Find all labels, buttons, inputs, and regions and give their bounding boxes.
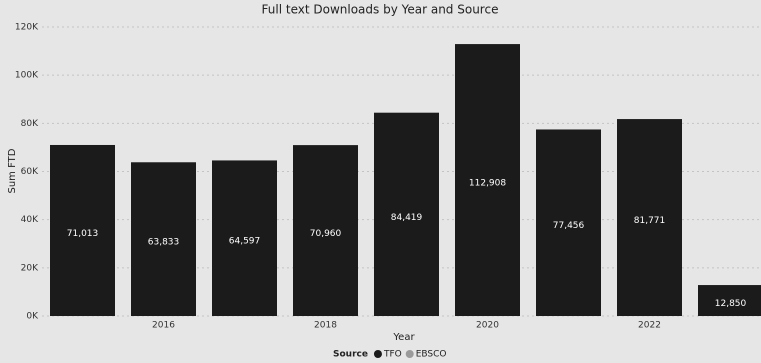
y-tick-label: 40K	[21, 215, 39, 225]
data-label: 71,013	[67, 229, 99, 239]
data-label: 112,908	[469, 179, 506, 189]
legend-swatch	[405, 350, 414, 358]
bar	[293, 145, 358, 316]
data-label: 81,771	[634, 216, 666, 226]
y-tick-label: 60K	[21, 167, 39, 177]
data-label: 12,850	[715, 299, 747, 309]
y-tick-label: 100K	[15, 71, 39, 81]
bar	[698, 285, 761, 316]
x-tick-label: 2020	[476, 321, 499, 331]
data-label: 77,456	[553, 221, 585, 231]
bar	[536, 129, 601, 316]
bar	[455, 44, 520, 317]
y-tick-label: 80K	[21, 119, 39, 129]
y-tick-label: 0K	[26, 312, 39, 322]
legend-label: TFO	[383, 350, 402, 360]
x-axis-title: Year	[392, 332, 415, 343]
bar	[212, 160, 277, 316]
legend-label: EBSCO	[416, 350, 447, 360]
y-tick-label: 20K	[21, 263, 39, 273]
y-tick-label: 120K	[15, 23, 39, 33]
bar	[131, 162, 196, 316]
data-label: 63,833	[148, 238, 180, 248]
x-tick-label: 2018	[314, 321, 337, 331]
y-axis-title: Sum FTD	[7, 148, 18, 193]
data-label: 64,597	[229, 237, 261, 247]
bar	[374, 112, 439, 316]
bar	[617, 119, 682, 316]
data-label: 84,419	[391, 213, 423, 223]
legend-title: Source	[333, 350, 368, 360]
chart-title: Full text Downloads by Year and Source	[262, 3, 499, 17]
x-tick-label: 2016	[152, 321, 175, 331]
data-label: 70,960	[310, 229, 342, 239]
legend-swatch	[373, 350, 382, 358]
x-tick-label: 2022	[638, 321, 661, 331]
bar	[50, 144, 115, 316]
